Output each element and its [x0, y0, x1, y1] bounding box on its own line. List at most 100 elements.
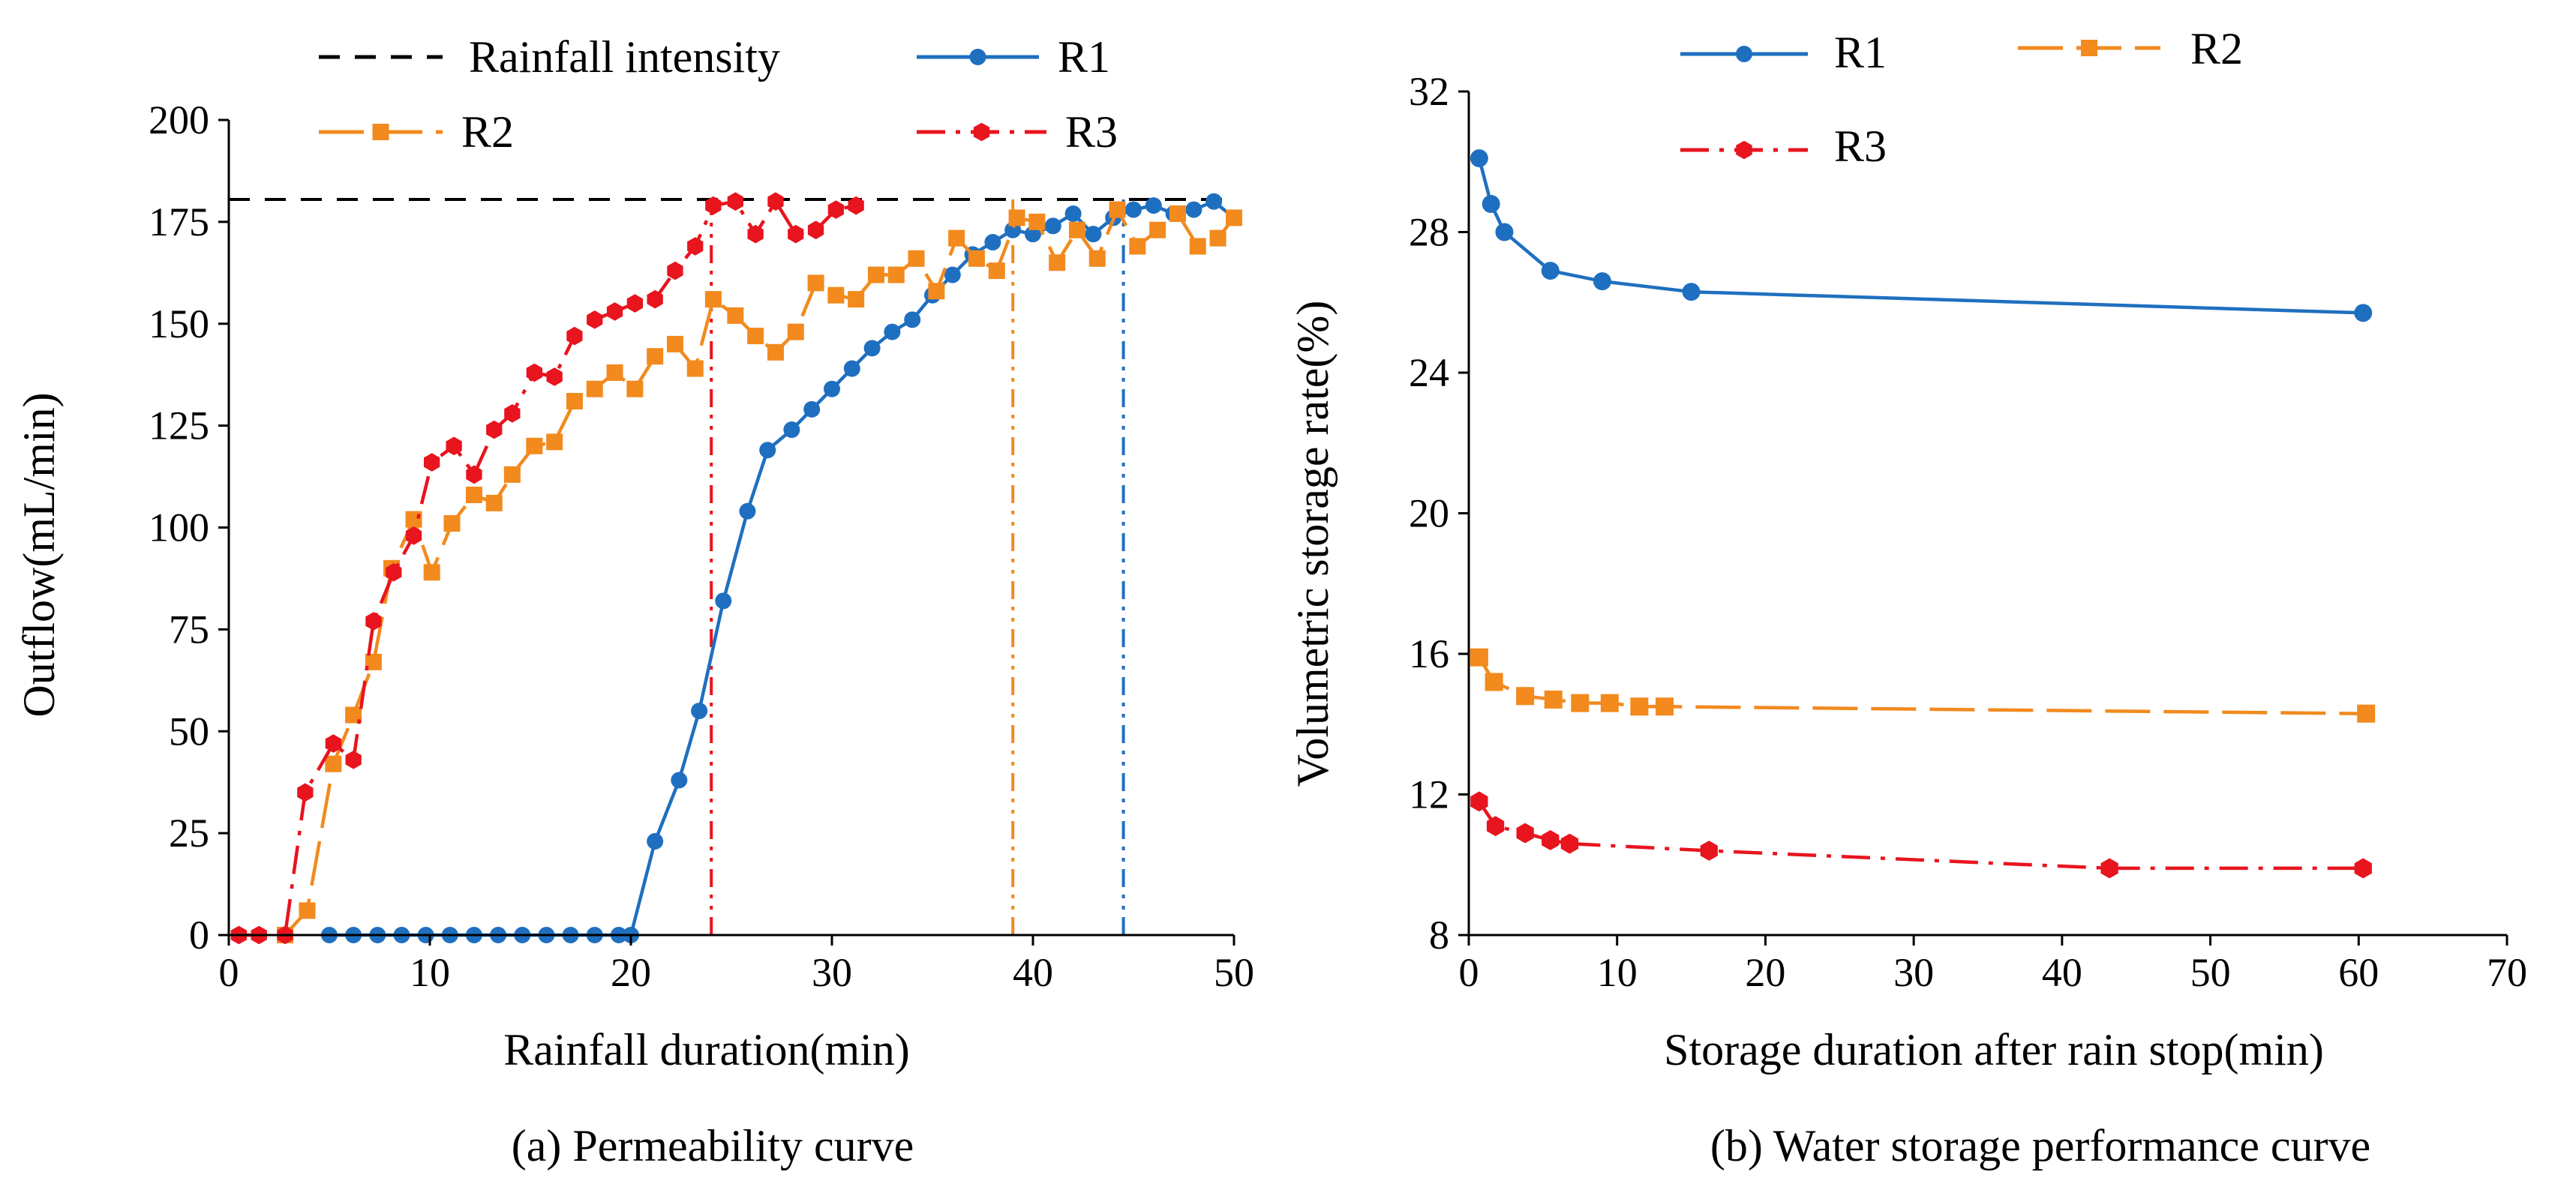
b-x-tick-label: 0	[1459, 950, 1479, 995]
b-point-r2	[1516, 687, 1535, 706]
a-point-r2	[988, 262, 1005, 280]
a-point-r2	[848, 291, 865, 308]
b-point-r2	[1600, 694, 1619, 712]
a-x-tick-label: 0	[219, 950, 239, 995]
a-point-r2	[526, 437, 543, 454]
legend-marker-r2	[372, 124, 389, 140]
b-point-r2	[1485, 673, 1503, 691]
a-point-r2	[948, 229, 965, 247]
b-point-r2	[2357, 704, 2376, 723]
a-point-r2	[626, 380, 644, 397]
a-point-r1	[739, 502, 756, 520]
a-axes	[218, 118, 1235, 946]
a-point-r2	[485, 494, 503, 511]
legend-r1-swatch	[917, 49, 1039, 65]
a-x-tick-labels: 0 10 20 30 40 50	[219, 950, 1255, 995]
a-point-r2	[686, 360, 704, 377]
a-x-axis-label: Rainfall duration(min)	[503, 1025, 910, 1075]
a-point-r3	[424, 453, 440, 472]
a-x-tick-label: 20	[611, 950, 651, 995]
a-point-r2	[968, 250, 985, 267]
storage-chart: 0 10 20 30 40 50 60 70 8 12 16 20 24 28 32 Storage du…	[1288, 24, 2527, 1171]
a-point-r2	[465, 487, 482, 504]
a-point-r1	[783, 421, 800, 439]
a-point-r2	[787, 323, 804, 340]
a-point-r3	[687, 237, 704, 256]
b-y-tick-label: 32	[1409, 69, 1449, 114]
a-point-r2	[566, 393, 583, 410]
b-y-tick-label: 20	[1409, 491, 1449, 536]
a-point-r3	[526, 363, 542, 382]
a-point-r2	[606, 364, 623, 381]
legend-b-r3-label: R3	[1834, 121, 1887, 171]
a-point-r3	[747, 224, 764, 244]
b-x-axis-label: Storage duration after rain stop(min)	[1664, 1025, 2324, 1075]
legend-b-r3-swatch	[1680, 140, 1808, 160]
a-point-r1	[671, 772, 688, 789]
a-point-r1	[1044, 217, 1061, 235]
b-point-r3	[2354, 858, 2372, 879]
a-point-r3	[466, 465, 482, 484]
a-series-line-r1	[329, 199, 1235, 937]
a-point-r3	[626, 294, 643, 313]
legend-b-r2-swatch	[2018, 40, 2160, 56]
b-point-r1	[2354, 304, 2373, 322]
a-point-r2	[887, 266, 905, 283]
a-point-r3	[807, 220, 824, 240]
b-point-r3	[1486, 816, 1505, 837]
a-point-r3	[504, 404, 521, 423]
b-y-tick-labels: 8 12 16 20 24 28 32	[1409, 69, 1449, 958]
a-point-r1	[884, 323, 901, 340]
a-point-r2	[1109, 201, 1126, 218]
permeability-chart: 0 10 20 30 40 50 0 25 50 75 100 125 150 175 200 Rainf…	[14, 32, 1254, 1171]
a-y-tick-label: 25	[169, 811, 209, 856]
legend-r2-label: R2	[461, 107, 514, 157]
a-point-r2	[345, 706, 362, 724]
legend-marker-r3	[973, 122, 990, 142]
b-axes	[1458, 90, 2508, 946]
a-point-r2	[704, 291, 722, 308]
a-point-r1	[803, 400, 821, 418]
a-point-r1	[1145, 197, 1162, 214]
a-point-r3	[405, 526, 422, 545]
a-point-r2	[666, 335, 683, 352]
legend-b-r1-label: R1	[1834, 28, 1887, 77]
b-x-tick-label: 60	[2338, 950, 2379, 995]
a-point-r2	[1068, 221, 1085, 238]
b-x-tick-label: 40	[2042, 950, 2082, 995]
legend-marker-r2	[2081, 40, 2097, 56]
b-y-tick-label: 8	[1429, 913, 1449, 958]
a-y-tick-label: 175	[149, 199, 209, 244]
a-point-r2	[1049, 254, 1066, 271]
a-point-r3	[546, 367, 563, 386]
legend-b-r2-label: R2	[2190, 24, 2243, 73]
a-y-tick-labels: 0 25 50 75 100 125 150 175 200	[149, 97, 209, 958]
a-point-r3	[446, 436, 462, 456]
a-point-r3	[386, 563, 402, 582]
a-x-tick-label: 50	[1214, 950, 1254, 995]
a-point-r3	[297, 783, 314, 802]
a-point-r1	[715, 592, 732, 610]
b-series-line-r3	[1477, 800, 2364, 871]
a-point-r2	[1189, 238, 1206, 255]
b-point-r3	[1542, 830, 1560, 850]
b-point-r1	[1541, 262, 1560, 280]
b-point-r2	[1630, 697, 1649, 716]
a-point-r3	[848, 196, 864, 215]
b-y-tick-label: 12	[1409, 772, 1449, 817]
a-point-r1	[843, 360, 860, 377]
a-point-r1	[984, 234, 1001, 251]
a-point-r2	[1028, 213, 1046, 230]
legend-r2-swatch	[319, 124, 443, 140]
legend-marker-r3	[1736, 140, 1752, 160]
legend-b-r1-swatch	[1680, 46, 1808, 62]
a-x-tick-label: 40	[1013, 950, 1053, 995]
a-point-r3	[486, 420, 503, 439]
b-y-tick-label: 24	[1409, 350, 1449, 395]
a-y-tick-label: 75	[169, 607, 209, 652]
b-x-tick-label: 30	[1893, 950, 1934, 995]
b-point-r1	[1495, 223, 1514, 241]
b-caption: (b) Water storage performance curve	[1710, 1121, 2370, 1171]
b-point-r1	[1482, 195, 1500, 213]
b-point-r3	[1700, 841, 1718, 861]
